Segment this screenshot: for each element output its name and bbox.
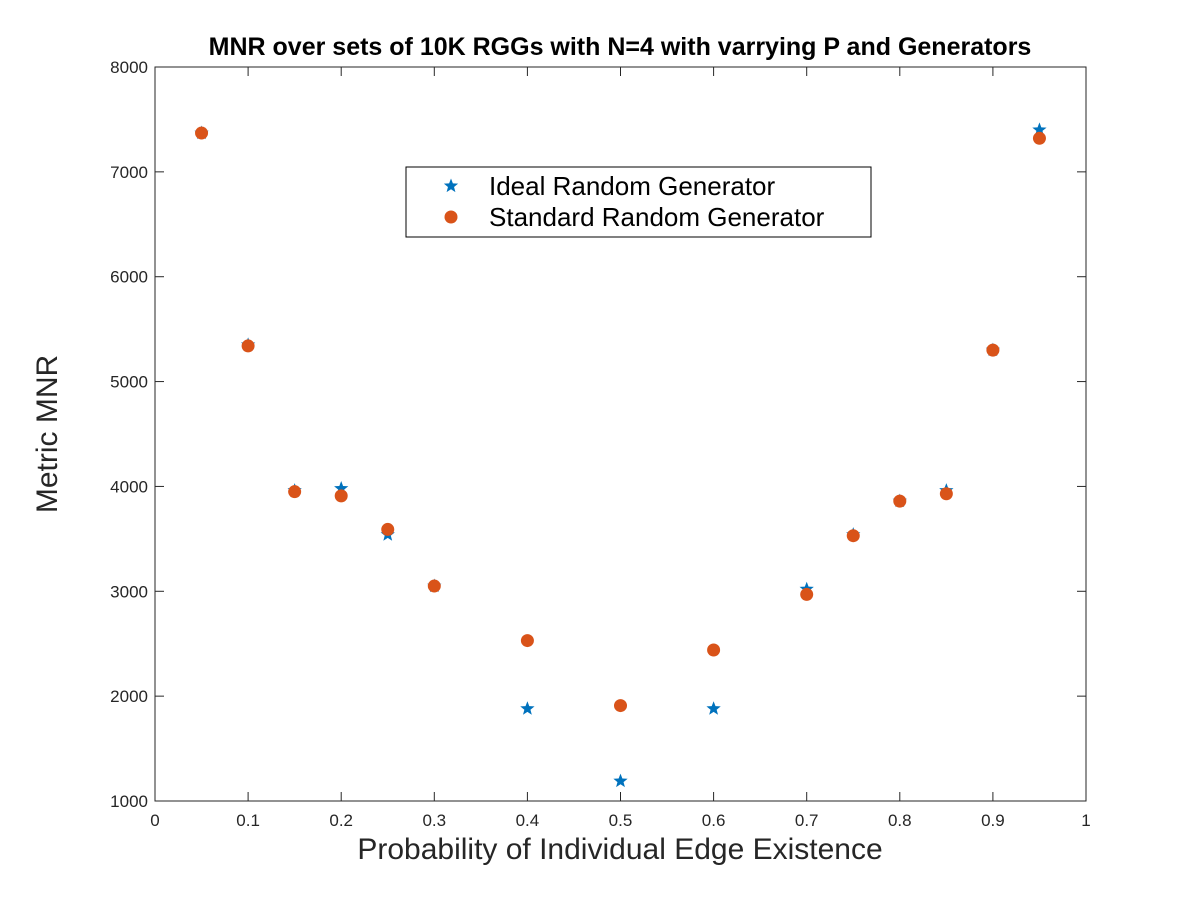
standard-point [381,522,395,536]
x-tick-label: 0.8 [888,811,912,830]
x-tick-label: 0.2 [329,811,353,830]
x-tick-label: 0.7 [795,811,819,830]
chart-title: MNR over sets of 10K RGGs with N=4 with … [209,33,1032,61]
y-tick-label: 6000 [110,268,148,287]
standard-point [846,529,860,543]
standard-point [1032,131,1046,145]
y-tick-label: 7000 [110,163,148,182]
standard-point [939,487,953,501]
y-tick-label: 3000 [110,582,148,601]
y-axis: 1000 2000 3000 4000 5000 6000 7000 8000 [110,58,1086,811]
ideal-point [334,481,349,495]
y-axis-label: Metric MNR [31,355,64,513]
legend-label: Standard Random Generator [489,202,825,232]
standard-point [707,643,721,657]
x-tick-label: 0 [150,811,159,830]
y-tick-label: 8000 [110,58,148,77]
star-icon [443,178,459,193]
standard-point [520,634,534,648]
legend-box [405,166,872,238]
x-tick-label: 0.4 [516,811,540,830]
standard-point [800,587,814,601]
y-tick-label: 5000 [110,373,148,392]
standard-point [334,489,348,503]
ideal-point [613,773,628,788]
ideal-point [706,701,721,715]
standard-point [614,699,627,713]
x-tick-label: 0.5 [609,811,633,830]
x-axis: 0 0.1 0.2 0.3 0.4 0.5 0.6 0.7 0.8 0.9 1 [150,67,1091,830]
x-tick-label: 0.1 [236,811,260,830]
legend-label: Ideal Random Generator [489,171,776,201]
standard-point [427,579,441,593]
circle-icon [444,210,458,224]
series-2 [195,126,1046,713]
x-tick-label: 1 [1081,811,1090,830]
data-series [194,122,1047,788]
ideal-point [1032,122,1047,136]
x-tick-label: 0.3 [422,811,446,830]
standard-point [195,126,209,140]
standard-point [241,339,255,353]
x-tick-label: 0.9 [981,811,1005,830]
x-axis-label: Probability of Individual Edge Existence [357,833,882,866]
x-tick-label: 0.6 [702,811,726,830]
standard-point [893,494,907,508]
y-tick-label: 1000 [110,792,148,811]
y-tick-label: 2000 [110,687,148,706]
y-tick-label: 4000 [110,477,148,496]
standard-point [288,485,302,499]
ideal-point [520,701,535,715]
standard-point [986,343,1000,357]
